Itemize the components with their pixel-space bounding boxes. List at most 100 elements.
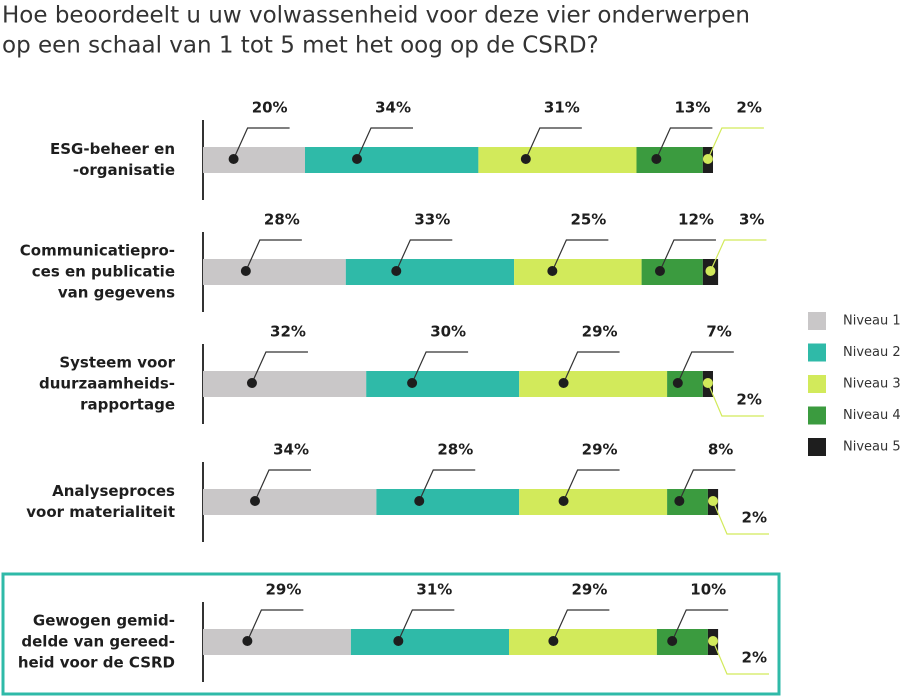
bar-segment bbox=[366, 371, 520, 397]
callout-line bbox=[356, 127, 413, 160]
callout-dot bbox=[705, 266, 716, 276]
callout-line bbox=[659, 239, 716, 272]
bar-segment bbox=[203, 489, 377, 515]
value-label: 2% bbox=[736, 99, 761, 117]
callout-line bbox=[254, 469, 311, 502]
legend-swatch bbox=[808, 375, 826, 393]
value-label: 8% bbox=[708, 441, 733, 459]
callout-line bbox=[418, 469, 476, 502]
value-label: 30% bbox=[430, 323, 466, 341]
bar-segment bbox=[667, 371, 703, 397]
value-label: 12% bbox=[678, 211, 714, 229]
legend-label: Niveau 2 bbox=[843, 345, 900, 360]
value-label: 7% bbox=[706, 323, 731, 341]
legend-label: Niveau 5 bbox=[843, 440, 900, 455]
callout-dot bbox=[548, 636, 559, 646]
value-label: 31% bbox=[416, 581, 452, 599]
legend-swatch bbox=[808, 406, 826, 425]
value-label: 2% bbox=[742, 509, 767, 527]
callout-line bbox=[712, 640, 769, 675]
category-label: duurzaamheids- bbox=[39, 375, 175, 393]
callout-dot bbox=[702, 154, 713, 164]
bar-segment bbox=[478, 147, 637, 173]
value-label: 13% bbox=[674, 99, 710, 117]
value-label: 3% bbox=[739, 211, 764, 229]
callout-line bbox=[678, 469, 736, 502]
value-label: 28% bbox=[437, 441, 473, 459]
value-label: 33% bbox=[414, 211, 450, 229]
callout-dot bbox=[242, 636, 253, 646]
bar-segment bbox=[509, 629, 657, 655]
bar-segment bbox=[519, 371, 668, 397]
callout-dot bbox=[520, 154, 531, 164]
callout-dot bbox=[672, 378, 683, 388]
callout-line bbox=[552, 609, 610, 642]
callout-line bbox=[246, 609, 304, 642]
callout-line bbox=[712, 500, 769, 535]
callout-line bbox=[671, 609, 729, 642]
callout-line bbox=[525, 127, 582, 160]
value-label: 25% bbox=[570, 211, 606, 229]
category-label: Systeem voor bbox=[59, 354, 175, 372]
bar-segment bbox=[519, 489, 668, 515]
callout-dot bbox=[414, 496, 425, 506]
category-label: Gewogen gemid- bbox=[33, 612, 175, 630]
callout-line bbox=[411, 351, 469, 384]
callout-dot bbox=[651, 154, 662, 164]
bar-segment bbox=[376, 489, 520, 515]
callout-dot bbox=[708, 496, 718, 506]
callout-dot bbox=[393, 636, 404, 646]
value-label: 34% bbox=[375, 99, 411, 117]
callout-dot bbox=[391, 266, 402, 276]
chart-title: Hoe beoordeelt u uw volwassenheid voor d… bbox=[2, 3, 750, 29]
callout-dot bbox=[702, 378, 713, 388]
value-label: 20% bbox=[252, 99, 288, 117]
legend-swatch bbox=[808, 343, 826, 362]
value-label: 31% bbox=[544, 99, 580, 117]
callout-dot bbox=[674, 496, 685, 506]
callout-line bbox=[251, 351, 308, 384]
bar-segment bbox=[203, 259, 346, 285]
callout-dot bbox=[250, 496, 260, 506]
callout-line bbox=[395, 239, 453, 272]
bar-segment bbox=[203, 629, 351, 655]
category-label: -organisatie bbox=[73, 161, 175, 179]
callout-dot bbox=[246, 378, 257, 388]
value-label: 29% bbox=[571, 581, 607, 599]
callout-line bbox=[709, 239, 767, 272]
callout-dot bbox=[352, 154, 362, 164]
category-label: ces en publicatie bbox=[32, 263, 175, 281]
bar-segment bbox=[514, 259, 642, 285]
callout-line bbox=[397, 609, 455, 642]
category-label: voor materialiteit bbox=[26, 503, 175, 521]
bar-segment bbox=[350, 629, 509, 655]
bar-segment bbox=[305, 147, 479, 173]
callout-dot bbox=[667, 636, 678, 646]
callout-dot bbox=[240, 266, 251, 276]
bar-segment bbox=[345, 259, 515, 285]
bar-segment bbox=[636, 147, 703, 173]
legend-swatch bbox=[808, 438, 826, 456]
chart-title: op een schaal van 1 tot 5 met het oog op… bbox=[2, 33, 599, 59]
value-label: 10% bbox=[690, 581, 726, 599]
callout-line bbox=[563, 351, 620, 384]
callout-dot bbox=[558, 378, 569, 388]
callout-line bbox=[563, 469, 620, 502]
category-label: rapportage bbox=[80, 396, 175, 414]
category-label: heid voor de CSRD bbox=[18, 654, 175, 672]
callout-line bbox=[707, 382, 764, 417]
callout-dot bbox=[654, 266, 665, 276]
category-label: Analyseproces bbox=[52, 482, 175, 500]
value-label: 2% bbox=[736, 391, 761, 409]
callout-line bbox=[707, 127, 764, 160]
bar-segment bbox=[203, 371, 367, 397]
value-label: 28% bbox=[264, 211, 300, 229]
value-label: 2% bbox=[742, 649, 767, 667]
legend-swatch bbox=[808, 312, 826, 330]
callout-line bbox=[551, 239, 609, 272]
value-label: 29% bbox=[582, 323, 618, 341]
callout-line bbox=[245, 239, 302, 272]
callout-dot bbox=[558, 496, 569, 506]
value-label: 29% bbox=[265, 581, 301, 599]
